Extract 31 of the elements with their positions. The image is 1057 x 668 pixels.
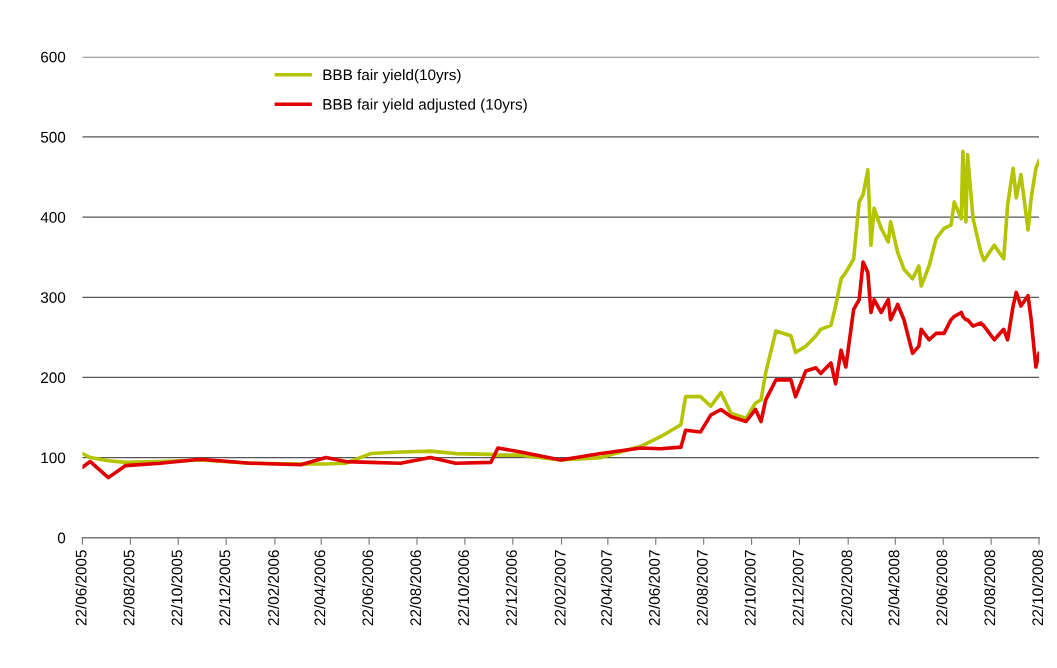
- x-tick-label: 22/02/2006: [267, 550, 279, 626]
- x-tick-label: 22/06/2007: [648, 550, 660, 626]
- x-tick-label: 22/08/2007: [696, 550, 708, 626]
- y-tick-label: 200: [41, 372, 66, 384]
- x-tick-label: 22/10/2006: [457, 550, 470, 626]
- x-tick-label: 22/10/2007: [744, 550, 756, 626]
- x-tick-label: 22/04/2006: [314, 550, 326, 626]
- y-tick-label: 100: [41, 452, 66, 464]
- y-tick-label: 400: [40, 211, 66, 223]
- x-tick-label: 22/04/2008: [888, 550, 900, 626]
- x-tick-label: 22/12/2007: [792, 550, 804, 626]
- x-tick-label: 22/08/2006: [409, 550, 422, 626]
- y-tick-label: 300: [40, 292, 66, 303]
- x-tick-label: 22/10/2008: [1031, 550, 1044, 626]
- x-tick-label: 22/12/2005: [219, 550, 231, 626]
- x-tick-label: 22/06/2006: [361, 550, 374, 626]
- y-tick-label: 500: [40, 131, 66, 143]
- x-tick-label: 22/02/2008: [841, 550, 853, 626]
- y-tick-label: 600: [41, 51, 66, 63]
- legend-label: BBB fair yield adjusted (10yrs): [323, 98, 527, 113]
- x-tick-label: 22/06/2008: [936, 550, 948, 626]
- x-tick-label: 22/08/2008: [984, 550, 996, 626]
- x-tick-label: 22/06/2005: [75, 550, 87, 626]
- line-series: [82, 260, 1040, 480]
- y-tick-label: 0: [57, 532, 66, 544]
- x-tick-label: 22/02/2007: [554, 550, 566, 626]
- x-tick-label: 22/10/2005: [171, 550, 183, 626]
- x-tick-label: 22/04/2007: [600, 550, 612, 626]
- legend-label: BBB fair yield(10yrs): [323, 69, 461, 84]
- x-tick-label: 22/12/2006: [505, 550, 517, 626]
- x-tick-label: 22/08/2005: [123, 550, 135, 626]
